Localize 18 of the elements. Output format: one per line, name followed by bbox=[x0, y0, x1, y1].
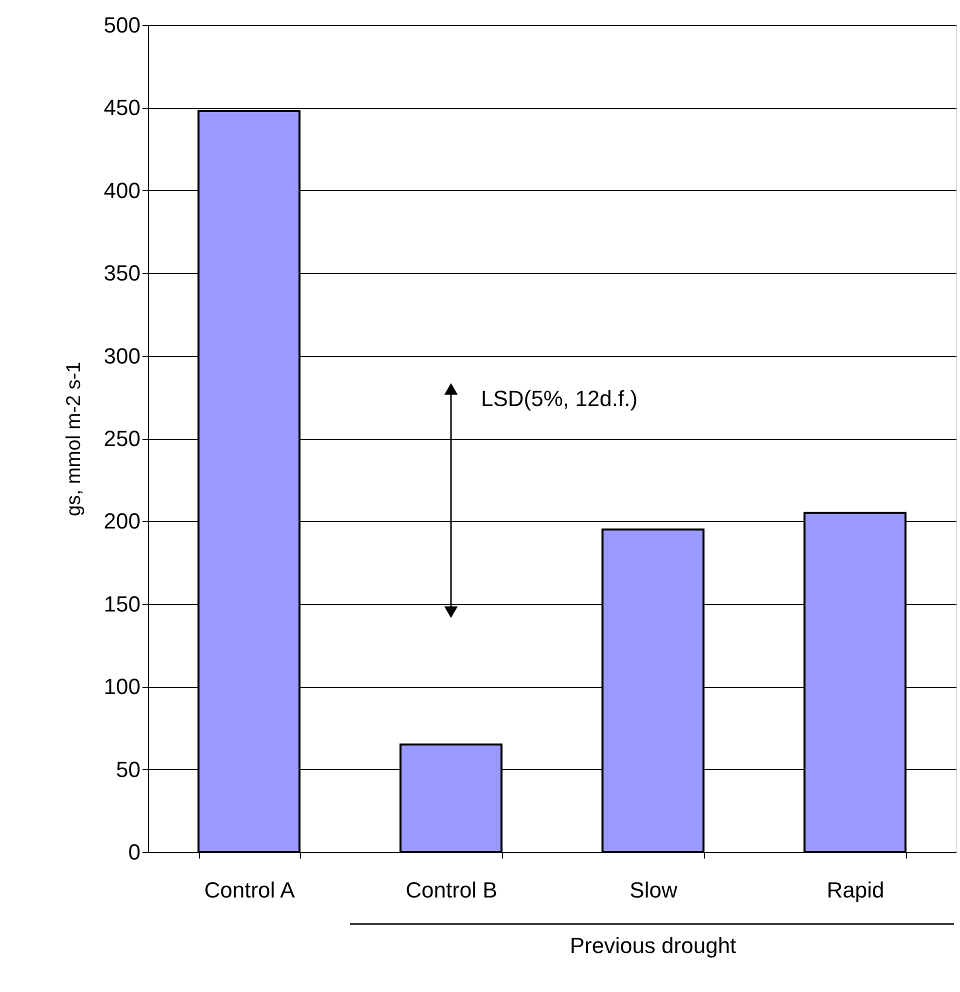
y-tick-label: 300 bbox=[104, 343, 140, 368]
y-tick-label: 250 bbox=[104, 426, 140, 451]
text: Previous drought bbox=[570, 933, 736, 958]
x-tick-label: Control B bbox=[406, 878, 498, 902]
y-tick-label: 450 bbox=[104, 95, 140, 120]
y-tick-label: 350 bbox=[104, 260, 140, 286]
y-tick-label: 500 bbox=[104, 12, 140, 38]
y-tick-label: 100 bbox=[104, 674, 140, 700]
x-tick-label: Rapid bbox=[826, 878, 884, 902]
x-tick-label: Slow bbox=[630, 878, 678, 902]
y-tick-label: 150 bbox=[104, 591, 140, 616]
annotation: LSD(5%, 12d.f.) bbox=[481, 386, 638, 411]
y-tick-label: 0 bbox=[128, 840, 140, 864]
x-tick-label: Control A bbox=[204, 878, 296, 902]
y-tick-label: 400 bbox=[104, 178, 140, 203]
y-tick-label: 50 bbox=[116, 756, 140, 782]
y-tick-label: 200 bbox=[104, 508, 140, 534]
y-axis-title: gs, mmol m-2 s-1 bbox=[62, 362, 85, 516]
